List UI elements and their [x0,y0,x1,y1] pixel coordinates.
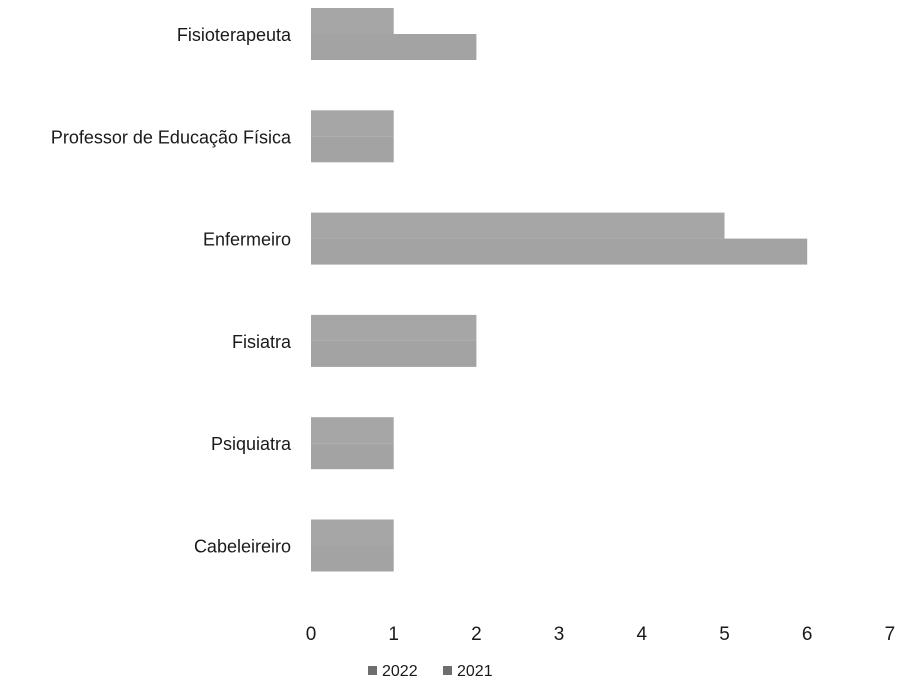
x-axis-tick-labels: 0 1 2 3 4 5 6 7 [306,624,895,645]
category-label: Fisiatra [232,332,292,352]
x-tick-label: 2 [471,624,482,645]
bar-2022-2 [311,110,394,137]
legend-swatch-2021 [443,666,452,675]
bar-2022-3 [311,212,725,239]
x-tick-label: 4 [637,624,648,645]
category-label: Fisioterapeuta [177,25,292,45]
legend-swatch-2022 [368,666,377,675]
x-tick-label: 0 [306,624,317,645]
category-label: Cabeleireiro [194,537,291,557]
bar-2021-5 [311,443,394,470]
x-tick-label: 7 [885,624,896,645]
category-label: Professor de Educação Física [51,127,292,147]
bar-2022-4 [311,314,477,341]
category-label: Enfermeiro [203,230,291,250]
legend-label-2021: 2021 [457,663,493,680]
bar-2021-4 [311,340,477,367]
bar-2021-2 [311,136,394,163]
x-tick-label: 1 [388,624,399,645]
bar-2022-1 [311,8,394,34]
bar-2021-3 [311,238,808,265]
bar-2021-6 [311,545,394,572]
x-tick-label: 3 [554,624,565,645]
legend: 2022 2021 [368,663,493,680]
legend-label-2022: 2022 [382,663,418,680]
category-labels: Fisioterapeuta Professor de Educação Físi… [51,25,292,557]
bar-2021-1 [311,34,477,60]
bar-2022-6 [311,519,394,546]
bar-2022-5 [311,417,394,444]
category-label: Psiquiatra [211,434,292,454]
x-tick-label: 5 [719,624,730,645]
bars-layer [311,8,808,572]
x-tick-label: 6 [802,624,813,645]
